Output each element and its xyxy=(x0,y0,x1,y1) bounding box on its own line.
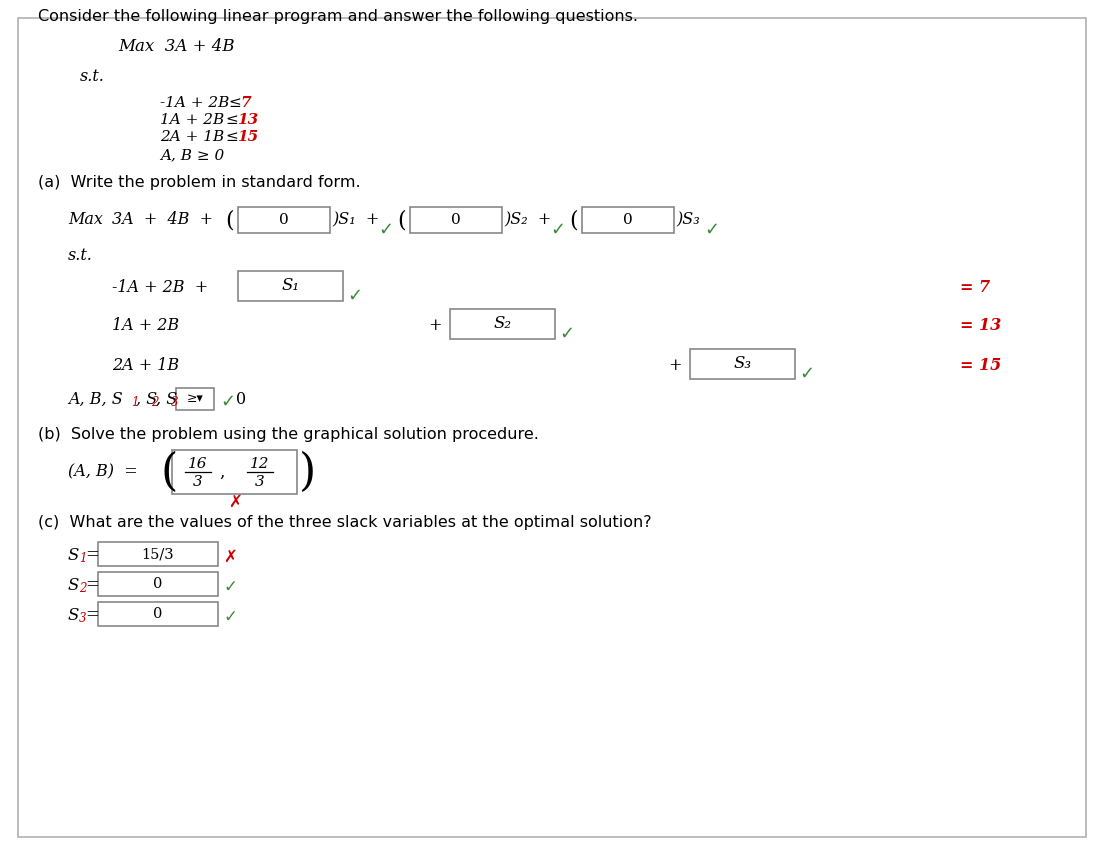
Text: 7: 7 xyxy=(240,96,251,110)
Text: ≥▾: ≥▾ xyxy=(187,392,203,405)
FancyBboxPatch shape xyxy=(238,207,330,233)
Text: 2A + 1B: 2A + 1B xyxy=(160,130,224,144)
Text: S: S xyxy=(69,546,80,563)
Text: 1A + 2B: 1A + 2B xyxy=(160,113,224,127)
Text: ✗: ✗ xyxy=(223,548,236,566)
Text: ✓: ✓ xyxy=(223,578,236,596)
Text: 1: 1 xyxy=(78,552,86,565)
Text: (A, B)  =: (A, B) = xyxy=(69,463,138,481)
Text: 0: 0 xyxy=(451,213,461,227)
FancyBboxPatch shape xyxy=(690,349,794,379)
Text: s.t.: s.t. xyxy=(80,68,105,86)
FancyBboxPatch shape xyxy=(18,18,1086,837)
Text: 0: 0 xyxy=(623,213,633,227)
FancyBboxPatch shape xyxy=(172,450,297,494)
FancyBboxPatch shape xyxy=(98,602,218,626)
Text: A, B ≥ 0: A, B ≥ 0 xyxy=(160,148,224,162)
Text: 13: 13 xyxy=(236,113,259,127)
Text: -1A + 2B: -1A + 2B xyxy=(160,96,230,110)
Text: +: + xyxy=(428,316,442,333)
Text: S₃: S₃ xyxy=(734,356,751,373)
Text: )S₃: )S₃ xyxy=(676,211,699,228)
Text: ✗: ✗ xyxy=(228,493,241,511)
Text: 2A + 1B: 2A + 1B xyxy=(112,357,179,374)
Text: )S₁  +: )S₁ + xyxy=(332,211,379,228)
Text: A, B, S: A, B, S xyxy=(69,391,123,408)
Text: 0: 0 xyxy=(154,607,162,621)
Text: s.t.: s.t. xyxy=(69,246,93,263)
Text: 3: 3 xyxy=(255,475,265,489)
Text: =: = xyxy=(85,576,98,593)
Text: 1: 1 xyxy=(131,397,138,410)
FancyBboxPatch shape xyxy=(450,309,555,339)
Text: 3: 3 xyxy=(171,397,179,410)
Text: 12: 12 xyxy=(250,457,270,471)
Text: = 13: = 13 xyxy=(960,316,1001,333)
Text: )S₂  +: )S₂ + xyxy=(504,211,551,228)
Text: 2: 2 xyxy=(151,397,158,410)
Text: 1A + 2B: 1A + 2B xyxy=(112,316,179,333)
Text: (: ( xyxy=(225,209,234,231)
Text: ≤: ≤ xyxy=(228,96,241,110)
Text: -1A + 2B  +: -1A + 2B + xyxy=(112,279,208,296)
Text: 3: 3 xyxy=(78,612,86,626)
FancyBboxPatch shape xyxy=(98,572,218,596)
Text: S: S xyxy=(69,606,80,623)
Text: ✓: ✓ xyxy=(550,221,566,239)
Text: ≤: ≤ xyxy=(225,130,238,144)
FancyBboxPatch shape xyxy=(98,542,218,566)
Text: (: ( xyxy=(569,209,578,231)
Text: 3: 3 xyxy=(193,475,203,489)
FancyBboxPatch shape xyxy=(582,207,674,233)
Text: = 7: = 7 xyxy=(960,279,990,296)
Text: (: ( xyxy=(398,209,406,231)
Text: 3A  +  4B  +: 3A + 4B + xyxy=(112,211,213,228)
Text: 0: 0 xyxy=(154,577,162,591)
Text: ✓: ✓ xyxy=(559,325,575,343)
FancyBboxPatch shape xyxy=(410,207,502,233)
Text: 2: 2 xyxy=(78,582,86,595)
Text: ✓: ✓ xyxy=(223,608,236,626)
Text: , S: , S xyxy=(136,391,157,408)
Text: ✓: ✓ xyxy=(220,393,235,411)
Text: 15: 15 xyxy=(236,130,259,144)
Text: ): ) xyxy=(299,451,316,493)
Text: Consider the following linear program and answer the following questions.: Consider the following linear program an… xyxy=(38,9,638,25)
FancyBboxPatch shape xyxy=(176,388,214,410)
Text: Max: Max xyxy=(69,211,103,228)
Text: S₁: S₁ xyxy=(282,278,299,294)
Text: S₂: S₂ xyxy=(494,315,512,333)
Text: Max  3A + 4B: Max 3A + 4B xyxy=(118,38,234,56)
Text: ≤: ≤ xyxy=(225,113,238,127)
Text: +: + xyxy=(669,357,682,374)
Text: ✓: ✓ xyxy=(705,221,719,239)
Text: = 15: = 15 xyxy=(960,357,1001,374)
Text: ✓: ✓ xyxy=(347,287,362,305)
Text: 16: 16 xyxy=(188,457,208,471)
Text: S: S xyxy=(69,576,80,593)
Text: (b)  Solve the problem using the graphical solution procedure.: (b) Solve the problem using the graphica… xyxy=(38,428,539,443)
Text: 15/3: 15/3 xyxy=(141,547,175,561)
Text: =: = xyxy=(85,546,98,563)
Text: ✓: ✓ xyxy=(799,365,814,383)
Text: =: = xyxy=(85,606,98,623)
FancyBboxPatch shape xyxy=(238,271,343,301)
Text: (c)  What are the values of the three slack variables at the optimal solution?: (c) What are the values of the three sla… xyxy=(38,516,652,530)
Text: 0: 0 xyxy=(236,391,246,408)
Text: ,: , xyxy=(219,463,224,481)
Text: 0: 0 xyxy=(280,213,288,227)
Text: , S: , S xyxy=(156,391,177,408)
Text: (a)  Write the problem in standard form.: (a) Write the problem in standard form. xyxy=(38,175,360,191)
Text: ✓: ✓ xyxy=(378,221,393,239)
Text: (: ( xyxy=(160,451,178,493)
